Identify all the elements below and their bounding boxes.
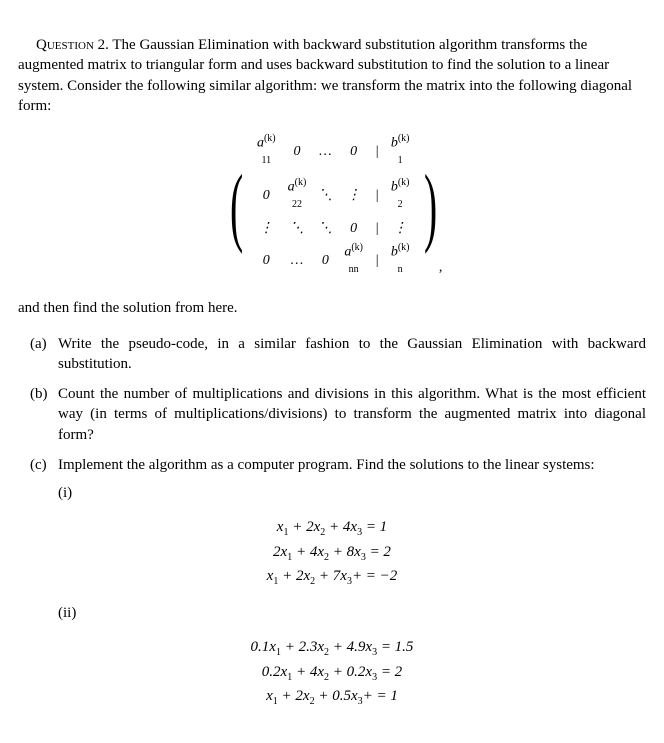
sys2-eq1: 0.1x1 + 2.3x2 + 4.9x3 = 1.5 <box>18 637 646 660</box>
subpart-i-label: (i) <box>18 483 646 503</box>
subpart-ii-label: (ii) <box>18 603 646 623</box>
part-c: (c) Implement the algorithm as a compute… <box>18 455 646 475</box>
sys2-eq2: 0.2x1 + 4x2 + 0.2x3 = 2 <box>18 662 646 685</box>
part-a: (a) Write the pseudo-code, in a similar … <box>18 334 646 375</box>
sys1-eq1: x1 + 2x2 + 4x3 = 1 <box>18 517 646 540</box>
sys1-eq2: 2x1 + 4x2 + 8x3 = 2 <box>18 542 646 565</box>
part-c-text: Implement the algorithm as a computer pr… <box>58 455 646 475</box>
part-b-label: (b) <box>18 384 58 445</box>
matrix-comma: , <box>439 259 443 278</box>
part-a-text: Write the pseudo-code, in a similar fash… <box>58 334 646 375</box>
part-a-label: (a) <box>18 334 58 375</box>
system-1: x1 + 2x2 + 4x3 = 1 2x1 + 4x2 + 8x3 = 2 x… <box>18 517 646 589</box>
left-paren: ( <box>230 170 243 244</box>
part-c-label: (c) <box>18 455 58 475</box>
question-label: Question 2. <box>36 37 109 53</box>
sys1-eq3: x1 + 2x2 + 7x3+ = −2 <box>18 566 646 589</box>
diagonal-matrix: ( a(k)11 0…0| b(k)1 0 a(k)22 ⋱⋮| b(k)2 ⋮… <box>18 131 646 283</box>
after-matrix-text: and then find the solution from here. <box>18 298 646 318</box>
intro-text: The Gaussian Elimination with backward s… <box>18 37 632 114</box>
system-2: 0.1x1 + 2.3x2 + 4.9x3 = 1.5 0.2x1 + 4x2 … <box>18 637 646 709</box>
part-b: (b) Count the number of multiplications … <box>18 384 646 445</box>
question-intro: Question 2. The Gaussian Elimination wit… <box>18 35 646 116</box>
matrix-grid: a(k)11 0…0| b(k)1 0 a(k)22 ⋱⋮| b(k)2 ⋮⋱⋱… <box>251 131 416 283</box>
sys2-eq3: x1 + 2x2 + 0.5x3+ = 1 <box>18 686 646 709</box>
part-b-text: Count the number of multiplications and … <box>58 384 646 445</box>
right-paren: ) <box>424 170 437 244</box>
